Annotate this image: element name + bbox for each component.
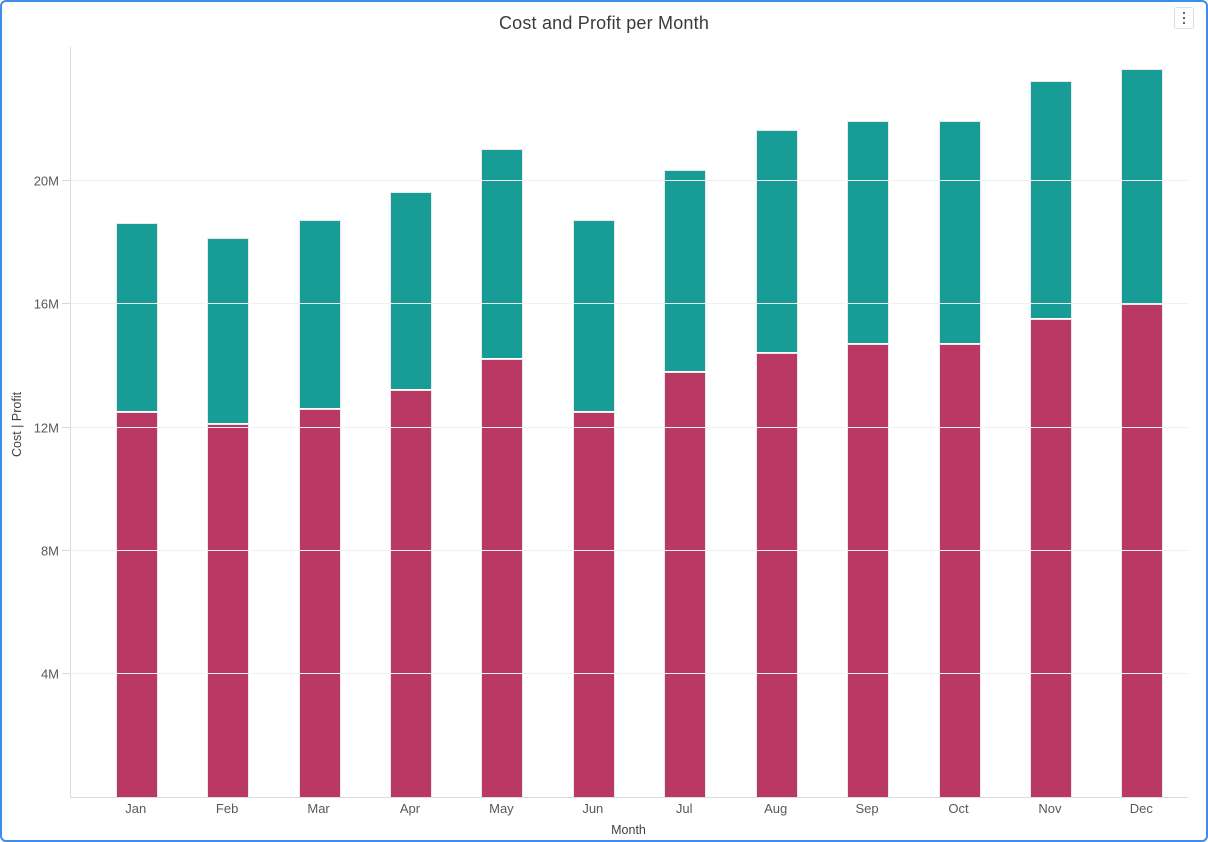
y-axis-tick-label: 16M (33, 296, 59, 312)
kebab-menu-icon (1182, 11, 1186, 25)
x-axis-tick-label-mar: Mar (307, 801, 330, 816)
bar-group-aug (731, 130, 822, 797)
y-axis-tick-label: 20M (33, 173, 59, 189)
bar-segment-profit-nov[interactable] (1029, 80, 1072, 319)
y-axis-tick-mark (62, 426, 70, 428)
stacked-bar-apr (389, 191, 432, 797)
bar-group-nov (1005, 80, 1096, 797)
bar-segment-profit-jan[interactable] (115, 222, 158, 411)
bar-segment-cost-jul[interactable] (664, 371, 707, 797)
bar-group-jan (91, 222, 182, 797)
stacked-bar-jan (115, 222, 158, 797)
bar-segment-cost-may[interactable] (481, 359, 524, 797)
x-axis-tick-label-jul: Jul (675, 801, 693, 816)
bar-group-oct (914, 120, 1005, 797)
stacked-bar-oct (938, 120, 981, 797)
bar-segment-profit-apr[interactable] (389, 191, 432, 390)
y-gridline (71, 673, 1188, 675)
x-axis-tick-label-dec: Dec (1129, 801, 1153, 816)
x-axis-tick-label-apr: Apr (399, 801, 421, 816)
bar-group-may (457, 148, 548, 797)
stacked-bar-jun (572, 219, 615, 797)
stacked-bar-may (481, 148, 524, 797)
x-axis-tick-label-nov: Nov (1038, 801, 1062, 816)
x-axis-tick-label-feb: Feb (215, 801, 239, 816)
x-axis-tick-label-jan: Jan (125, 801, 147, 816)
y-gridline (71, 426, 1188, 428)
y-axis-tick-mark (62, 303, 70, 305)
bar-segment-cost-sep[interactable] (847, 343, 890, 797)
bar-segment-cost-mar[interactable] (298, 408, 341, 797)
stacked-bar-sep (847, 120, 890, 797)
bar-segment-cost-jan[interactable] (115, 411, 158, 797)
x-axis-tick-label-jun: Jun (582, 801, 604, 816)
bar-segment-cost-nov[interactable] (1029, 319, 1072, 797)
y-axis-tick-label: 12M (33, 420, 59, 436)
x-axis-tick-label-sep: Sep (855, 801, 879, 816)
panel-menu-button[interactable] (1174, 7, 1194, 29)
stacked-bar-aug (755, 130, 798, 797)
y-axis-tick-label: 4M (40, 666, 59, 682)
y-gridline (71, 549, 1188, 551)
y-axis-title: Cost | Profit (10, 391, 24, 457)
x-axis-tick-label-oct: Oct (948, 801, 969, 816)
bars-container (91, 47, 1188, 797)
bar-segment-cost-feb[interactable] (207, 424, 250, 797)
bar-group-mar (274, 219, 365, 797)
bar-segment-cost-jun[interactable] (572, 411, 615, 797)
bar-segment-profit-sep[interactable] (847, 120, 890, 343)
x-axis-tick-labels: Jan Feb Mar Apr May Jun Jul Aug Sep Oct Nov Dec (90, 801, 1187, 816)
y-axis-tick-label: 8M (40, 543, 59, 559)
bar-segment-profit-dec[interactable] (1121, 68, 1164, 303)
bar-group-sep (822, 120, 913, 797)
y-axis-tick-mark (62, 549, 70, 551)
bar-segment-profit-jul[interactable] (664, 170, 707, 371)
bar-segment-profit-aug[interactable] (755, 130, 798, 353)
stacked-bar-nov (1029, 80, 1072, 797)
y-axis-tick-mark (62, 673, 70, 675)
bar-group-dec (1097, 68, 1188, 797)
bar-segment-profit-feb[interactable] (207, 238, 250, 424)
bar-segment-cost-oct[interactable] (938, 343, 981, 797)
plot-area: 4M 8M 12M 16M 20M (34, 47, 1188, 798)
bar-group-jul (640, 170, 731, 797)
bar-segment-cost-apr[interactable] (389, 390, 432, 797)
y-gridline (71, 179, 1188, 181)
bar-segment-profit-may[interactable] (481, 148, 524, 359)
y-axis-tick-mark (62, 179, 70, 181)
chart-title: Cost and Profit per Month (498, 13, 710, 33)
bar-group-jun (548, 219, 639, 797)
x-axis-title: Month (611, 823, 646, 837)
x-axis-tick-label-aug: Aug (764, 801, 788, 816)
bar-segment-profit-oct[interactable] (938, 120, 981, 343)
stacked-bar-feb (207, 238, 250, 797)
stacked-bar-dec (1121, 68, 1164, 797)
bar-segment-profit-jun[interactable] (572, 219, 615, 411)
y-gridline (71, 303, 1188, 305)
stacked-bar-jul (664, 170, 707, 797)
bar-segment-cost-aug[interactable] (755, 353, 798, 797)
bar-group-apr (365, 191, 456, 797)
stacked-bar-mar (298, 219, 341, 797)
bar-segment-profit-mar[interactable] (298, 219, 341, 408)
bar-group-feb (182, 238, 273, 797)
x-axis-tick-label-may: May (489, 801, 514, 816)
